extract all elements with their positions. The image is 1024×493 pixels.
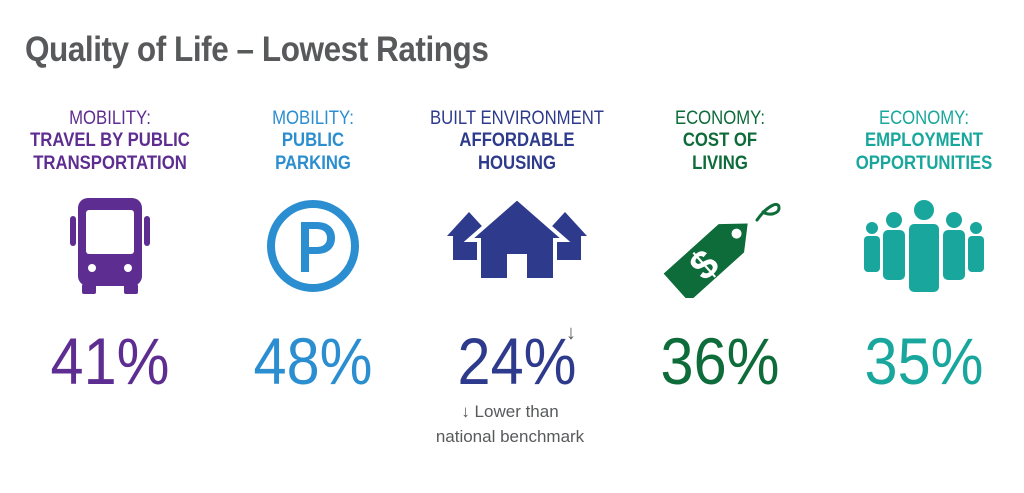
item-label: EMPLOYMENT OPPORTUNITIES <box>836 129 1012 175</box>
item-label-line: TRANSPORTATION <box>33 153 187 174</box>
rating-item-cost-of-living: ECONOMY: COST OF LIVING $ 36% <box>620 108 820 468</box>
rating-item-employment-opportunities: ECONOMY: EMPLOYMENT OPPORTUNITIES 35% <box>824 108 1024 468</box>
item-label: PUBLIC PARKING <box>225 129 401 175</box>
price-tag-icon: $ <box>620 198 820 298</box>
benchmark-footnote: ↓ Lower than national benchmark <box>410 399 610 449</box>
rating-value: 35% <box>864 324 984 398</box>
item-label-line: HOUSING <box>477 153 557 174</box>
item-label: TRAVEL BY PUBLIC TRANSPORTATION <box>22 129 198 175</box>
item-label-line: LIVING <box>692 153 748 174</box>
footnote-line: national benchmark <box>435 427 585 446</box>
item-label-line: TRAVEL BY PUBLIC <box>30 130 190 151</box>
rating-item-public-transportation: MOBILITY: TRAVEL BY PUBLIC TRANSPORTATIO… <box>10 108 210 468</box>
item-label-line: PUBLIC <box>281 130 345 151</box>
bus-icon <box>10 198 210 298</box>
page-title: Quality of Life – Lowest Ratings <box>25 30 489 69</box>
item-label: COST OF LIVING <box>632 129 808 175</box>
category-label: BUILT ENVIRONMENT <box>429 108 605 129</box>
parking-icon <box>213 198 413 298</box>
rating-value: 36% <box>660 324 780 398</box>
rating-value: 41% <box>50 324 170 398</box>
item-label-line: PARKING <box>275 153 351 174</box>
houses-icon <box>417 198 617 298</box>
benchmark-arrow-icon: ↓ <box>566 322 576 344</box>
category-label: MOBILITY: <box>69 108 151 129</box>
footnote-line: ↓ Lower than <box>461 402 559 421</box>
category-label: MOBILITY: <box>272 108 354 129</box>
rating-item-public-parking: MOBILITY: PUBLIC PARKING 48% <box>213 108 413 468</box>
rating-item-affordable-housing: BUILT ENVIRONMENT AFFORDABLE HOUSING 24% <box>417 108 617 468</box>
rating-value: 24% <box>457 324 577 398</box>
item-label-line: COST OF <box>682 130 758 151</box>
item-label-line: EMPLOYMENT <box>865 130 983 151</box>
category-label: ECONOMY: <box>878 108 970 129</box>
category-label: ECONOMY: <box>674 108 766 129</box>
people-icon <box>824 198 1024 298</box>
item-label-line: OPPORTUNITIES <box>855 153 993 174</box>
item-label-line: AFFORDABLE <box>459 130 575 151</box>
rating-value: 48% <box>253 324 373 398</box>
item-label: AFFORDABLE HOUSING <box>429 129 605 175</box>
